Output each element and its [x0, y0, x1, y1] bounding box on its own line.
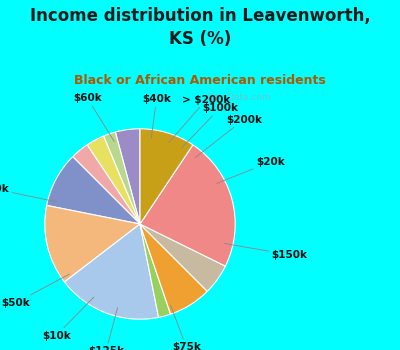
Wedge shape [47, 157, 140, 224]
Text: $60k: $60k [73, 93, 114, 141]
Wedge shape [87, 136, 140, 224]
Text: $200k: $200k [195, 114, 262, 158]
Wedge shape [115, 129, 140, 224]
Wedge shape [64, 224, 158, 319]
Wedge shape [140, 145, 235, 266]
Text: $100k: $100k [182, 103, 238, 148]
Wedge shape [140, 224, 171, 317]
Wedge shape [45, 205, 140, 282]
Text: $20k: $20k [216, 157, 285, 183]
Text: $125k: $125k [88, 308, 124, 350]
Wedge shape [104, 132, 140, 224]
Text: $150k: $150k [224, 244, 308, 260]
Text: $10k: $10k [42, 297, 94, 341]
Text: $40k: $40k [142, 94, 171, 138]
Text: Income distribution in Leavenworth,
KS (%): Income distribution in Leavenworth, KS (… [30, 7, 370, 48]
Text: $30k: $30k [0, 184, 56, 202]
Wedge shape [73, 145, 140, 224]
Wedge shape [140, 224, 207, 314]
Wedge shape [140, 224, 225, 291]
Text: $75k: $75k [170, 305, 201, 350]
Text: Black or African American residents: Black or African American residents [74, 74, 326, 87]
Text: $50k: $50k [1, 274, 70, 308]
Wedge shape [140, 129, 193, 224]
Text: > $200k: > $200k [169, 94, 231, 142]
Text: City-Data.com: City-Data.com [206, 93, 271, 102]
